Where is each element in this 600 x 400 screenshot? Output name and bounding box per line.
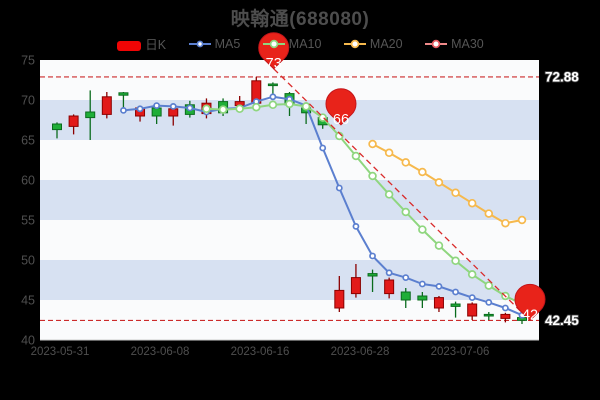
svg-text:2023-06-28: 2023-06-28 [331,346,390,358]
svg-text:73: 73 [266,56,282,72]
svg-text:2023-06-16: 2023-06-16 [231,346,290,358]
svg-text:50: 50 [21,253,35,267]
svg-text:42: 42 [522,307,538,323]
svg-text:72.88: 72.88 [545,70,579,85]
svg-text:66: 66 [333,112,349,128]
svg-text:65: 65 [21,133,35,147]
svg-text:60: 60 [21,173,35,187]
svg-text:70: 70 [21,93,35,107]
svg-text:75: 75 [21,53,35,67]
svg-text:45: 45 [21,293,35,307]
svg-text:2023-06-08: 2023-06-08 [131,346,190,358]
svg-text:2023-07-06: 2023-07-06 [431,346,490,358]
svg-text:2023-05-31: 2023-05-31 [31,346,90,358]
svg-text:55: 55 [21,213,35,227]
svg-text:42.45: 42.45 [545,313,579,328]
